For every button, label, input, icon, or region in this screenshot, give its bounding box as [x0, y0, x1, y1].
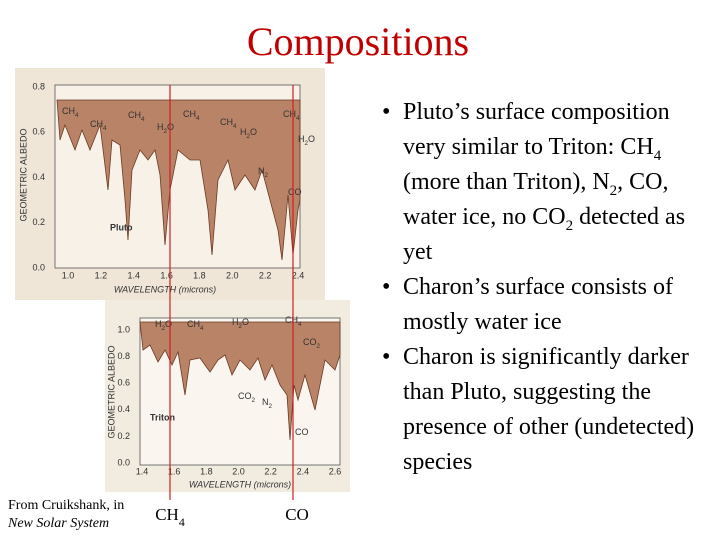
- y-axis-label: GEOMETRIC ALBEDO: [18, 128, 28, 221]
- x-tick-label: 1.6: [168, 466, 181, 476]
- subscript: 4: [653, 147, 662, 164]
- y-tick-label: 0.6: [32, 127, 45, 137]
- bullet-list: Pluto’s surface composition very similar…: [300, 95, 714, 480]
- y-tick-label: 0.4: [117, 404, 130, 414]
- y-tick-label: 0.6: [117, 378, 130, 388]
- bullet-text: Charon is significantly darker than Plut…: [403, 344, 695, 475]
- feature-label: CH4: [128, 110, 145, 123]
- feature-label: N2: [262, 397, 273, 410]
- x-tick-label: 1.6: [160, 270, 173, 280]
- x-axis-label: WAVELENGTH (microns): [114, 284, 216, 294]
- feature-label: CO: [288, 187, 302, 197]
- bullet-text: Charon’s surface consists of mostly wate…: [403, 274, 673, 335]
- y-tick-label: 0.0: [32, 262, 45, 272]
- x-tick-label: 1.8: [200, 466, 213, 476]
- feature-label: CH4: [90, 119, 107, 132]
- slide-title: Compositions: [247, 19, 469, 64]
- x-tick-label: 2.2: [264, 466, 277, 476]
- y-tick-label: 0.0: [117, 457, 130, 467]
- x-tick-label: 1.8: [193, 270, 206, 280]
- y-tick-label: 1.0: [117, 324, 130, 334]
- x-tick-label: 1.4: [136, 466, 149, 476]
- x-tick-label: 2.4: [292, 270, 305, 280]
- subscript: 2: [609, 182, 618, 199]
- bullet: Charon’s surface consists of mostly wate…: [300, 270, 714, 340]
- y-tick-label: 0.8: [32, 81, 45, 91]
- y-tick-label: 0.8: [117, 351, 130, 361]
- x-tick-label: 1.4: [127, 270, 140, 280]
- figure-name: Pluto: [110, 222, 133, 232]
- x-tick-label: 1.2: [95, 270, 108, 280]
- bullet-text: , CO, water ice, no CO: [403, 169, 669, 230]
- feature-label: H2O: [240, 127, 257, 140]
- y-tick-label: 0.2: [117, 431, 130, 441]
- feature-label: H2O: [155, 319, 172, 332]
- spectrum: [56, 99, 301, 261]
- caption-line: New Solar System: [7, 516, 109, 531]
- feature-label: N2: [258, 166, 269, 179]
- bullet-text: detected as yet: [403, 204, 686, 265]
- feature-label: H2O: [232, 317, 249, 330]
- marker-label: CH4: [155, 505, 185, 529]
- feature-label: CH4: [62, 106, 79, 119]
- feature-label: CH4: [283, 109, 300, 122]
- y-tick-label: 0.4: [32, 172, 45, 182]
- feature-label: CH4: [187, 319, 204, 332]
- figure-name: Triton: [150, 412, 175, 422]
- bullet-text: (more than Triton), N: [403, 169, 610, 195]
- caption-line: From Cruikshank, in: [8, 498, 124, 513]
- bullet: Pluto’s surface composition very similar…: [300, 95, 714, 270]
- y-axis-label: GEOMETRIC ALBEDO: [106, 345, 116, 438]
- marker-label: CO: [285, 505, 309, 524]
- x-tick-label: 2.2: [259, 270, 272, 280]
- x-tick-label: 2.0: [226, 270, 239, 280]
- feature-label: CO2: [238, 391, 256, 404]
- feature-label: CH4: [183, 109, 200, 122]
- feature-label: CH4: [220, 117, 237, 130]
- x-tick-label: 1.0: [62, 270, 75, 280]
- subscript: 2: [565, 217, 574, 234]
- y-tick-label: 0.2: [32, 217, 45, 227]
- x-axis-label: WAVELENGTH (microns): [189, 479, 291, 489]
- bullet: Charon is significantly darker than Plut…: [300, 340, 714, 480]
- bullet-text: Pluto’s surface composition very similar…: [403, 99, 670, 160]
- x-tick-label: 2.0: [232, 466, 245, 476]
